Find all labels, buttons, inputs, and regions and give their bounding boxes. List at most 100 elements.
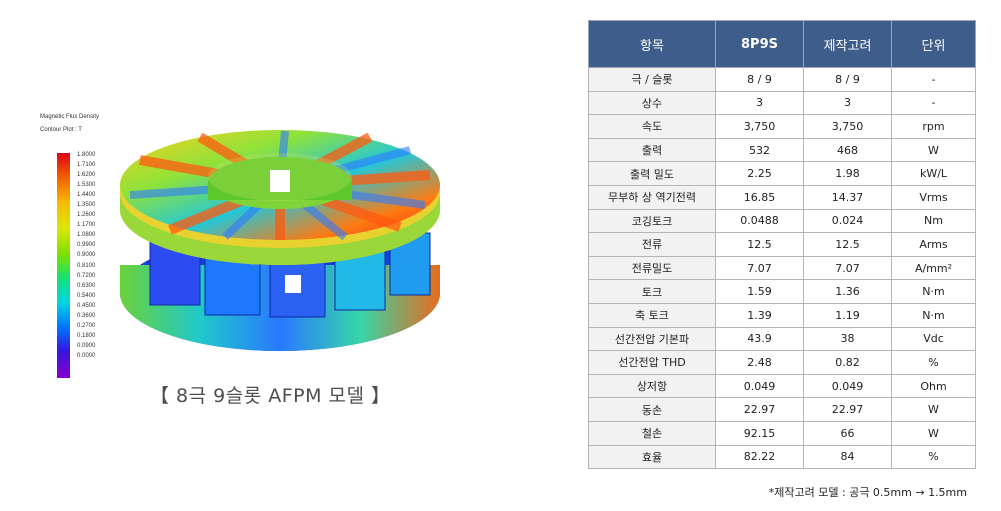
legend-value: 0.0000	[77, 352, 96, 359]
table-row: 무부하 상 역기전력 16.85 14.37 Vrms	[588, 184, 976, 210]
row-manufacturing-value: 1.36	[803, 279, 892, 304]
row-unit: -	[891, 67, 976, 92]
table-row: 효율 82.22 84%	[588, 444, 976, 470]
row-unit: Arms	[891, 232, 976, 257]
table-row: 코깅토크 0.0488 0.024 Nm	[588, 208, 976, 234]
table-header-row: 항목 8P9S 제작고려 단위	[588, 20, 976, 68]
row-manufacturing-value: 3	[803, 90, 892, 116]
row-8p9s-value: 1.59	[715, 279, 804, 304]
row-item: 출력 밀도	[588, 161, 716, 186]
legend-value: 0.8100	[77, 262, 96, 269]
row-unit: %	[891, 444, 976, 470]
table-row: 출력 532 468 W	[588, 137, 976, 163]
row-8p9s-value: 92.15	[715, 420, 804, 446]
table-row: 철손 92.15 66 W	[588, 420, 976, 446]
row-manufacturing-value: 468	[803, 137, 892, 163]
row-unit: W	[891, 137, 976, 163]
row-item: 속도	[588, 114, 716, 139]
row-item: 선간전압 THD	[588, 350, 716, 375]
row-8p9s-value: 43.9	[715, 326, 804, 352]
row-8p9s-value: 8 / 9	[715, 67, 804, 92]
table-row: 선간전압 THD 2.48 0.82%	[588, 350, 976, 375]
row-item: 전류밀도	[588, 255, 716, 281]
row-unit: Vdc	[891, 326, 976, 352]
legend-value: 0.3600	[77, 312, 96, 319]
legend-value: 0.6300	[77, 282, 96, 289]
legend-value: 0.9900	[77, 242, 96, 249]
table-row: 속도 3,750 3,750 rpm	[588, 114, 976, 139]
legend-value: 1.8000	[77, 152, 96, 158]
row-8p9s-value: 7.07	[715, 255, 804, 281]
header-unit: 단위	[891, 20, 976, 68]
row-8p9s-value: 2.48	[715, 350, 804, 375]
legend-values: 1.8000 1.7100 1.6200 1.5300 1.4400 1.3500 1.26…	[77, 150, 117, 361]
header-manufacturing: 제작고려	[803, 20, 892, 68]
row-item: 토크	[588, 279, 716, 304]
row-unit: N·m	[891, 279, 976, 304]
legend-value: 1.2600	[77, 212, 96, 219]
row-8p9s-value: 0.049	[715, 373, 804, 399]
legend-title: Magnetic Flux Density	[40, 114, 100, 120]
legend-value: 1.7100	[77, 162, 96, 169]
row-manufacturing-value: 22.97	[803, 397, 892, 422]
row-8p9s-value: 82.22	[715, 444, 804, 470]
legend-subtitle: Contour Plot : T	[40, 127, 82, 133]
row-item: 극 / 슬롯	[588, 67, 716, 92]
legend-value: 1.0800	[77, 232, 96, 239]
table-row: 토크 1.59 1.36 N·m	[588, 279, 976, 304]
row-item: 상저항	[588, 373, 716, 399]
row-manufacturing-value: 38	[803, 326, 892, 352]
table-row: 선간전압 기본파 43.9 38 Vdc	[588, 326, 976, 352]
figure-caption: 【 8극 9슬롯 AFPM 모델 】	[150, 385, 391, 407]
row-unit: W	[891, 397, 976, 422]
legend-value: 0.4500	[77, 302, 96, 309]
header-item: 항목	[588, 20, 716, 68]
footnote: *제작고려 모델 : 공극 0.5mm → 1.5mm	[768, 486, 967, 499]
row-8p9s-value: 2.25	[715, 161, 804, 186]
legend-value: 0.2700	[77, 322, 96, 329]
table-row: 출력 밀도 2.25 1.98 kW/L	[588, 161, 976, 186]
row-item: 전류	[588, 232, 716, 257]
table-row: 축 토크 1.39 1.19 N·m	[588, 302, 976, 328]
legend-value: 0.9000	[77, 252, 96, 259]
row-manufacturing-value: 3,750	[803, 114, 892, 139]
header-8p9s: 8P9S	[715, 20, 804, 68]
row-item: 철손	[588, 420, 716, 446]
legend-value: 0.5400	[77, 292, 96, 299]
legend-value: 0.1800	[77, 332, 96, 339]
row-unit: -	[891, 90, 976, 116]
row-item: 무부하 상 역기전력	[588, 184, 716, 210]
table-row: 동손 22.97 22.97 W	[588, 397, 976, 422]
legend-value: 1.1700	[77, 222, 96, 229]
row-item: 선간전압 기본파	[588, 326, 716, 352]
row-manufacturing-value: 1.19	[803, 302, 892, 328]
row-8p9s-value: 1.39	[715, 302, 804, 328]
row-8p9s-value: 12.5	[715, 232, 804, 257]
row-manufacturing-value: 1.98	[803, 161, 892, 186]
row-item: 효율	[588, 444, 716, 470]
row-8p9s-value: 3	[715, 90, 804, 116]
row-8p9s-value: 3,750	[715, 114, 804, 139]
row-unit: Ohm	[891, 373, 976, 399]
row-manufacturing-value: 0.024	[803, 208, 892, 234]
row-unit: Vrms	[891, 184, 976, 210]
row-8p9s-value: 22.97	[715, 397, 804, 422]
row-manufacturing-value: 8 / 9	[803, 67, 892, 92]
afpm-model-figure: Magnetic Flux Density Contour Plot : T 1…	[40, 114, 440, 407]
row-item: 동손	[588, 397, 716, 422]
row-unit: Nm	[891, 208, 976, 234]
row-8p9s-value: 0.0488	[715, 208, 804, 234]
row-unit: N·m	[891, 302, 976, 328]
row-8p9s-value: 16.85	[715, 184, 804, 210]
table-row: 전류 12.5 12.5 Arms	[588, 232, 976, 257]
row-manufacturing-value: 66	[803, 420, 892, 446]
row-item: 상수	[588, 90, 716, 116]
flux-density-model-image	[120, 130, 440, 351]
legend-value: 0.0900	[77, 342, 96, 349]
legend-value: 1.5300	[77, 182, 96, 189]
row-unit: kW/L	[891, 161, 976, 186]
legend-value: 0.7200	[77, 272, 96, 279]
row-manufacturing-value: 0.82	[803, 350, 892, 375]
